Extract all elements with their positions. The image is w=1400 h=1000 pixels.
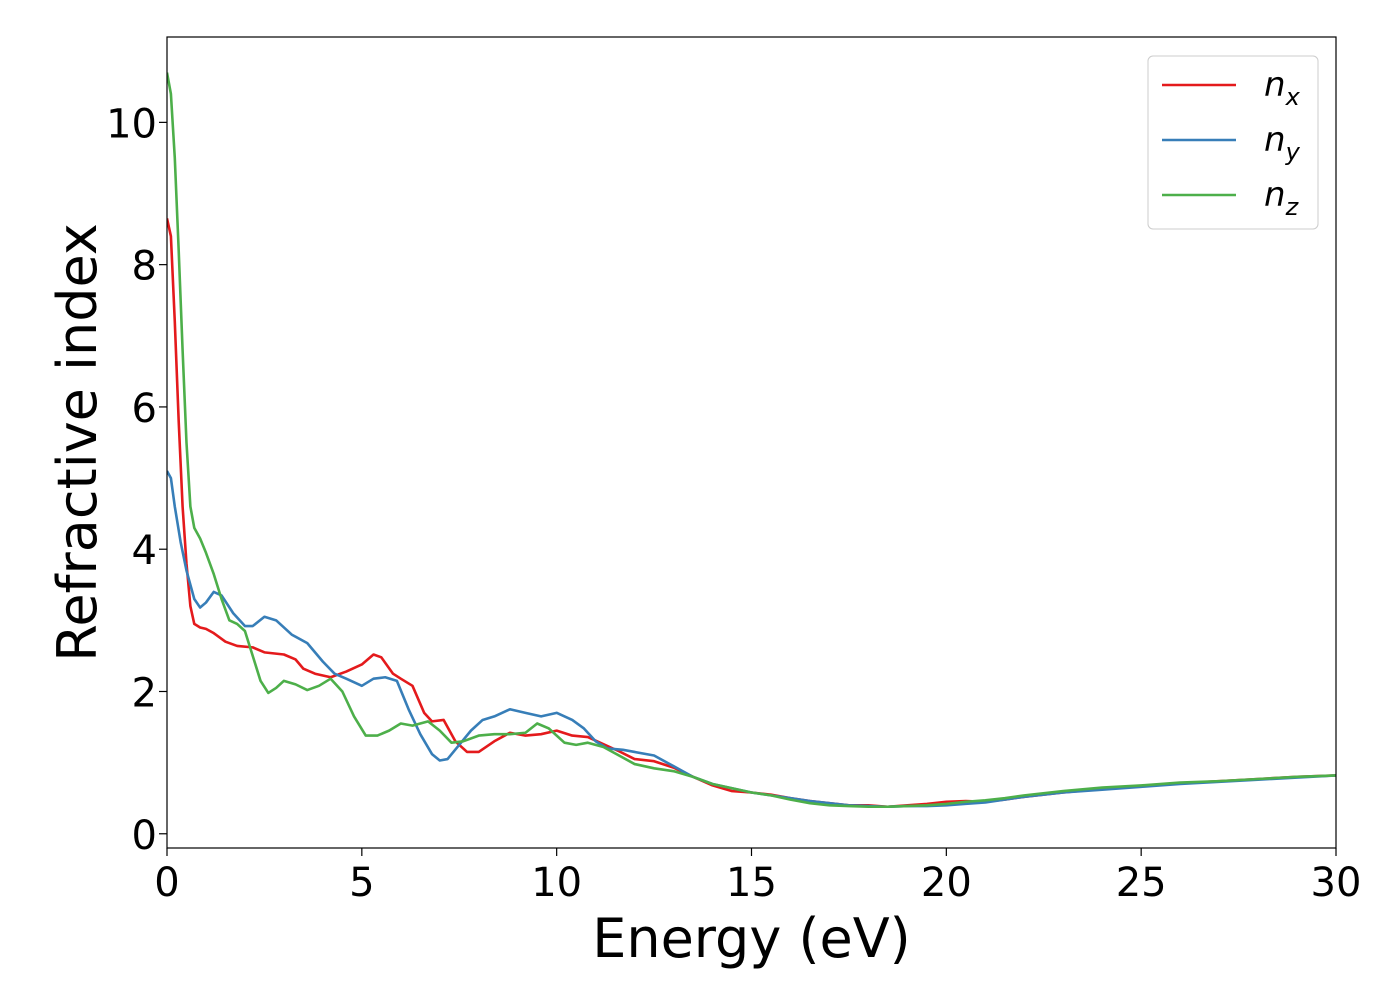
y-axis-title: Refractive index <box>46 223 109 662</box>
series-layer <box>167 72 1336 809</box>
x-tick-label: 15 <box>726 860 777 906</box>
legend: nx ny nz <box>1147 55 1319 230</box>
legend-label: nx <box>1264 65 1301 111</box>
x-axis-title: Energy (eV) <box>592 907 911 970</box>
series-line-n-y <box>167 470 1336 809</box>
series-line-n-z <box>167 72 1336 809</box>
y-tick-label: 2 <box>132 670 157 716</box>
x-tick-label: 30 <box>1311 860 1362 906</box>
x-tick-label: 10 <box>531 860 582 906</box>
x-tick-label: 0 <box>154 860 179 906</box>
y-tick-label: 10 <box>106 101 157 147</box>
legend-label: ny <box>1264 120 1301 166</box>
legend-box <box>1147 55 1319 230</box>
y-tick-label: 8 <box>132 244 157 290</box>
y-tick-label: 0 <box>132 813 157 859</box>
x-tick-label: 5 <box>349 860 374 906</box>
legend-label: nz <box>1264 175 1300 221</box>
y-axis-ticks: 0 2 4 6 8 10 <box>106 101 167 859</box>
x-axis-ticks: 0 5 10 15 20 25 30 <box>154 848 1361 906</box>
y-tick-label: 6 <box>132 386 157 432</box>
x-tick-label: 25 <box>1116 860 1167 906</box>
y-tick-label: 4 <box>132 528 157 574</box>
series-line-n-x <box>167 218 1336 809</box>
x-tick-label: 20 <box>921 860 972 906</box>
